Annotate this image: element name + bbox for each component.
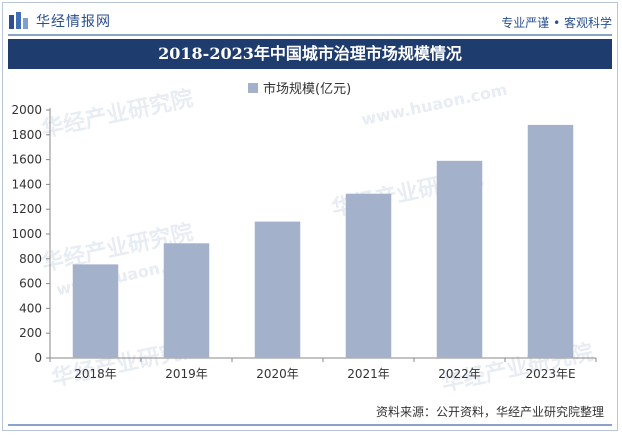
y-tick-label: 800	[19, 252, 42, 266]
y-tick-label: 600	[19, 277, 42, 291]
legend: 市场规模(亿元)	[248, 78, 351, 97]
bar	[436, 160, 483, 358]
y-tick-label: 400	[19, 301, 42, 315]
x-tick-label: 2020年	[256, 367, 299, 381]
y-tick-label: 1200	[11, 202, 42, 216]
y-tick-label: 0	[34, 351, 42, 365]
bar	[345, 193, 392, 358]
x-tick-label: 2021年	[347, 367, 390, 381]
y-tick-label: 1600	[11, 153, 42, 167]
y-tick-label: 2000	[11, 103, 42, 117]
source-note: 资料来源：公开资料，华经产业研究院整理	[375, 405, 604, 419]
y-tick-label: 1000	[11, 227, 42, 241]
bar	[163, 243, 210, 358]
bar	[72, 264, 119, 358]
x-tick-label: 2019年	[165, 367, 208, 381]
header-divider	[8, 34, 612, 36]
footer-divider	[8, 424, 612, 426]
header-bar: 华经情报网 专业严谨 • 客观科学	[8, 8, 612, 34]
chart-title: 2018-2023年中国城市治理市场规模情况	[8, 39, 612, 69]
y-tick-label: 200	[19, 326, 42, 340]
legend-label: 市场规模(亿元)	[263, 82, 352, 97]
y-tick-label: 1400	[11, 177, 42, 191]
x-tick-label: 2023年E	[525, 367, 575, 381]
brand[interactable]: 华经情报网	[8, 11, 111, 31]
chart-frame	[2, 2, 618, 431]
brand-logo-icon	[9, 12, 28, 29]
tagline: 专业严谨 • 客观科学	[501, 16, 612, 30]
y-tick-label: 1800	[11, 128, 42, 142]
brand-name: 华经情报网	[36, 14, 111, 30]
bar	[254, 221, 301, 358]
x-tick-label: 2022年	[438, 367, 481, 381]
legend-swatch	[248, 82, 258, 93]
bar	[527, 124, 574, 358]
x-tick-label: 2018年	[74, 367, 117, 381]
